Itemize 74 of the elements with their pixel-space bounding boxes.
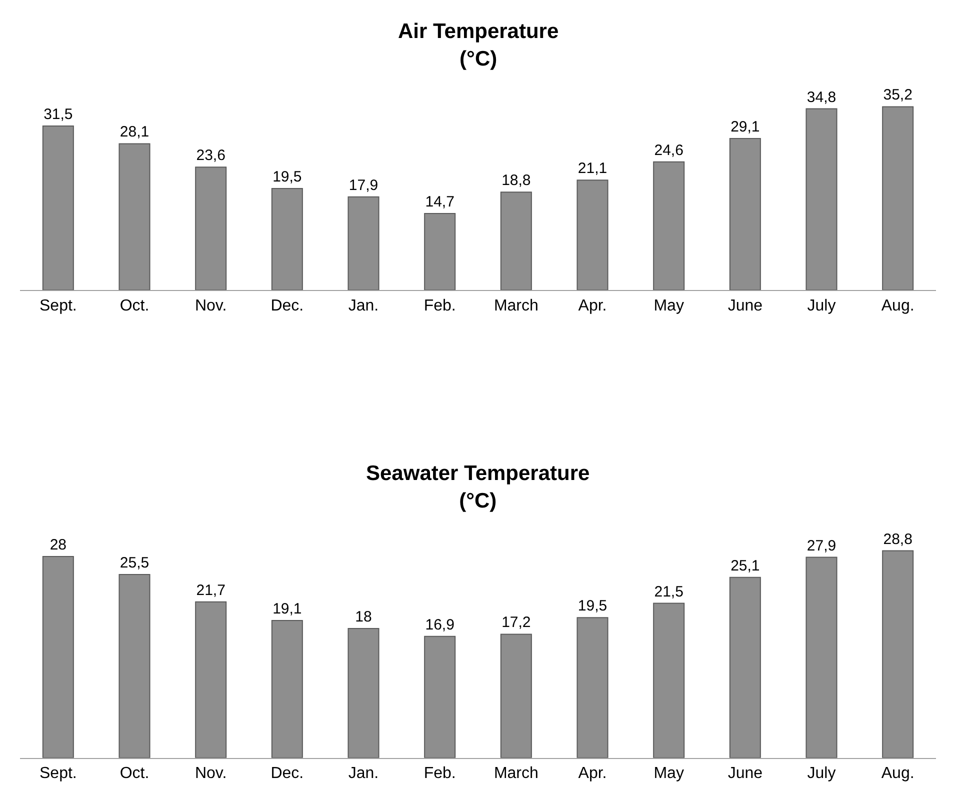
bar — [729, 576, 761, 758]
bar — [42, 125, 74, 290]
bar — [500, 192, 532, 290]
bar — [500, 634, 532, 758]
x-tick-label: Sept. — [39, 765, 77, 782]
bar — [348, 628, 380, 758]
data-label: 17,2 — [502, 614, 531, 632]
bar — [424, 213, 456, 290]
data-label: 18,8 — [502, 172, 531, 190]
x-tick-label: Nov. — [194, 297, 227, 314]
bar — [348, 196, 380, 290]
x-tick-label: Oct. — [120, 765, 150, 782]
data-label: 28,8 — [883, 530, 912, 548]
x-tick-label: Nov. — [194, 765, 227, 782]
x-tick-label: June — [728, 297, 763, 314]
chart-title: Seawater Temperature (°C) — [366, 462, 590, 512]
bar — [424, 636, 456, 758]
x-tick-label: May — [654, 297, 684, 314]
data-label: 25,1 — [730, 557, 760, 574]
bar — [118, 574, 150, 758]
data-label: 25,5 — [120, 554, 150, 572]
x-tick-label: July — [807, 765, 836, 782]
data-label: 34,8 — [806, 88, 836, 106]
bar — [729, 138, 761, 290]
bar — [118, 143, 150, 290]
data-label: 23,6 — [196, 147, 226, 164]
bar — [806, 108, 838, 290]
x-tick-label: Feb. — [424, 297, 456, 314]
bar — [195, 166, 227, 290]
data-label: 19,5 — [272, 168, 302, 186]
data-label: 31,5 — [44, 106, 73, 123]
data-label: 14,7 — [425, 194, 454, 211]
x-tick-label: Oct. — [120, 297, 150, 314]
data-label: 24,6 — [654, 142, 684, 159]
x-tick-label: Aug. — [881, 765, 914, 782]
x-tick-label: Sept. — [39, 297, 77, 314]
x-tick-label: Dec. — [270, 765, 304, 782]
x-tick-label: Feb. — [424, 765, 456, 782]
data-label: 28,1 — [120, 124, 150, 141]
data-label: 35,2 — [883, 86, 912, 104]
x-tick-label: Jan. — [348, 765, 379, 782]
bar — [806, 556, 838, 758]
x-tick-label: June — [728, 765, 763, 782]
x-tick-label: Jan. — [348, 297, 379, 314]
chart-title: Air Temperature (°C) — [398, 20, 559, 70]
data-label: 17,9 — [348, 176, 378, 194]
data-label: 29,1 — [730, 118, 760, 136]
x-tick-label: March — [494, 765, 538, 782]
bar — [882, 550, 914, 758]
bar — [42, 556, 74, 758]
bar — [653, 161, 685, 290]
x-tick-label: Aug. — [881, 297, 914, 314]
data-label: 19,1 — [272, 600, 302, 618]
data-label: 28 — [50, 536, 67, 554]
data-label: 21,7 — [196, 582, 226, 599]
bar — [195, 601, 227, 758]
data-label: 21,5 — [654, 583, 684, 600]
bar — [271, 188, 303, 290]
data-label: 18 — [355, 608, 372, 626]
bar — [882, 106, 914, 290]
x-tick-label: Apr. — [578, 765, 607, 782]
data-label: 21,1 — [578, 160, 608, 178]
x-tick-label: Dec. — [270, 297, 304, 314]
bar — [576, 617, 608, 758]
data-label: 27,9 — [806, 537, 836, 554]
bar — [576, 180, 608, 290]
bar — [271, 620, 303, 758]
data-label: 19,5 — [578, 598, 608, 615]
x-tick-label: March — [494, 297, 538, 314]
x-tick-label: July — [807, 297, 836, 314]
bar — [653, 602, 685, 758]
x-tick-label: Apr. — [578, 297, 607, 314]
x-tick-label: May — [654, 765, 684, 782]
data-label: 16,9 — [425, 616, 454, 634]
